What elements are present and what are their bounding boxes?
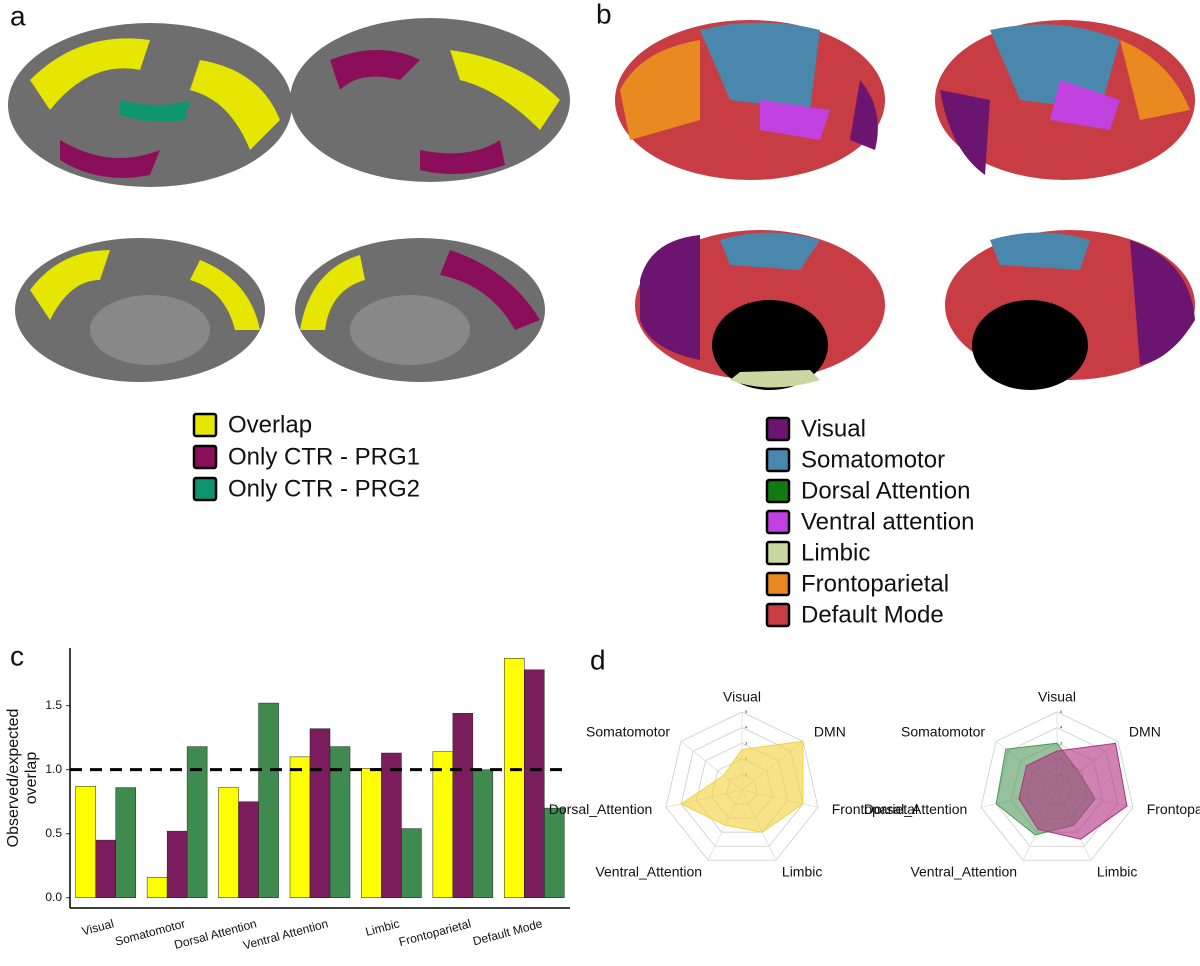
grid-ring	[980, 711, 1134, 861]
r-tick-label: 4	[1060, 725, 1063, 730]
bar	[504, 657, 525, 899]
x-tick-label: Default Mode	[471, 916, 544, 948]
axis-label: Ventral_Attention	[595, 864, 702, 880]
axis-label: DMN	[1129, 723, 1161, 739]
radar-area	[680, 740, 804, 833]
y-axis-label: Observed/expected	[5, 709, 22, 848]
bar	[381, 752, 402, 899]
bar	[218, 787, 239, 899]
legend-swatch	[765, 509, 791, 535]
y-tick-label: 1.5	[45, 698, 62, 712]
legend-swatch	[765, 478, 791, 504]
axis-label: Frontoparietal	[1147, 801, 1200, 817]
bar	[115, 787, 136, 899]
grid-ring	[665, 711, 819, 861]
axis-label: Frontoparietal	[832, 801, 918, 817]
r-tick-label: 4	[745, 725, 748, 730]
legend-swatch	[765, 571, 791, 597]
legend-label: Dorsal Attention	[801, 477, 970, 504]
legend-label: Only CTR - PRG1	[228, 443, 420, 470]
axis-label: Visual	[1038, 689, 1076, 705]
y-tick-label: 1.0	[45, 762, 62, 776]
legend-label: Limbic	[801, 539, 870, 566]
legend-label: Only CTR - PRG2	[228, 475, 420, 502]
legend-swatch	[765, 602, 791, 628]
bar	[524, 669, 545, 899]
panel-label: b	[596, 0, 612, 29]
axis-label: Somatomotor	[901, 723, 985, 739]
panel-label: d	[590, 644, 606, 675]
legend-swatch	[192, 412, 218, 438]
legend-label: Ventral attention	[801, 508, 974, 535]
x-tick-label: Visual	[80, 916, 115, 938]
radar-area	[1018, 742, 1128, 840]
bar	[289, 756, 311, 899]
legend-label: Frontoparietal	[801, 570, 949, 597]
y-tick-label: 0.5	[45, 826, 62, 840]
bar	[309, 728, 331, 899]
legend-swatch	[765, 447, 791, 473]
legend-label: Default Mode	[801, 601, 944, 628]
bar	[544, 807, 565, 899]
bar	[186, 746, 208, 899]
bar	[472, 769, 494, 899]
r-tick-label: 5	[745, 709, 748, 714]
axis-label: Dorsal_Attention	[864, 801, 968, 817]
bar	[95, 839, 116, 899]
bar	[361, 768, 382, 899]
brains-b	[615, 20, 1195, 390]
legend-label: Somatomotor	[801, 446, 945, 473]
x-tick-label: Frontoparietal	[397, 916, 472, 949]
bar	[432, 751, 454, 899]
legend-label: Overlap	[228, 411, 312, 438]
bar	[329, 746, 351, 899]
bar	[75, 786, 96, 899]
bar	[238, 801, 259, 899]
bar	[452, 713, 474, 899]
legend-swatch	[765, 540, 791, 566]
axis-label: Ventral_Attention	[910, 864, 1017, 880]
axis-label: Limbic	[1097, 864, 1137, 880]
axis-label: Visual	[723, 689, 761, 705]
bar	[258, 702, 279, 899]
y-axis-label: overlap	[23, 752, 40, 805]
x-tick-label: Limbic	[364, 916, 401, 939]
panel-label: a	[10, 0, 26, 31]
bar	[146, 877, 168, 899]
r-tick-label: 3	[745, 740, 748, 745]
bar	[166, 830, 188, 899]
legend-label: Visual	[801, 415, 866, 442]
legend-swatch	[192, 476, 218, 502]
panel-label: c	[10, 640, 24, 671]
axis-label: Dorsal_Attention	[549, 801, 653, 817]
legend-swatch	[765, 416, 791, 442]
legend-swatch	[192, 444, 218, 470]
axis-label: Limbic	[782, 864, 822, 880]
brains-a	[8, 18, 570, 382]
r-tick-label: 3	[1060, 740, 1063, 745]
axis-label: Somatomotor	[586, 723, 670, 739]
y-tick-label: 0.0	[45, 890, 62, 904]
r-tick-label: 5	[1060, 709, 1063, 714]
bar	[401, 828, 422, 899]
axis-label: DMN	[814, 723, 846, 739]
